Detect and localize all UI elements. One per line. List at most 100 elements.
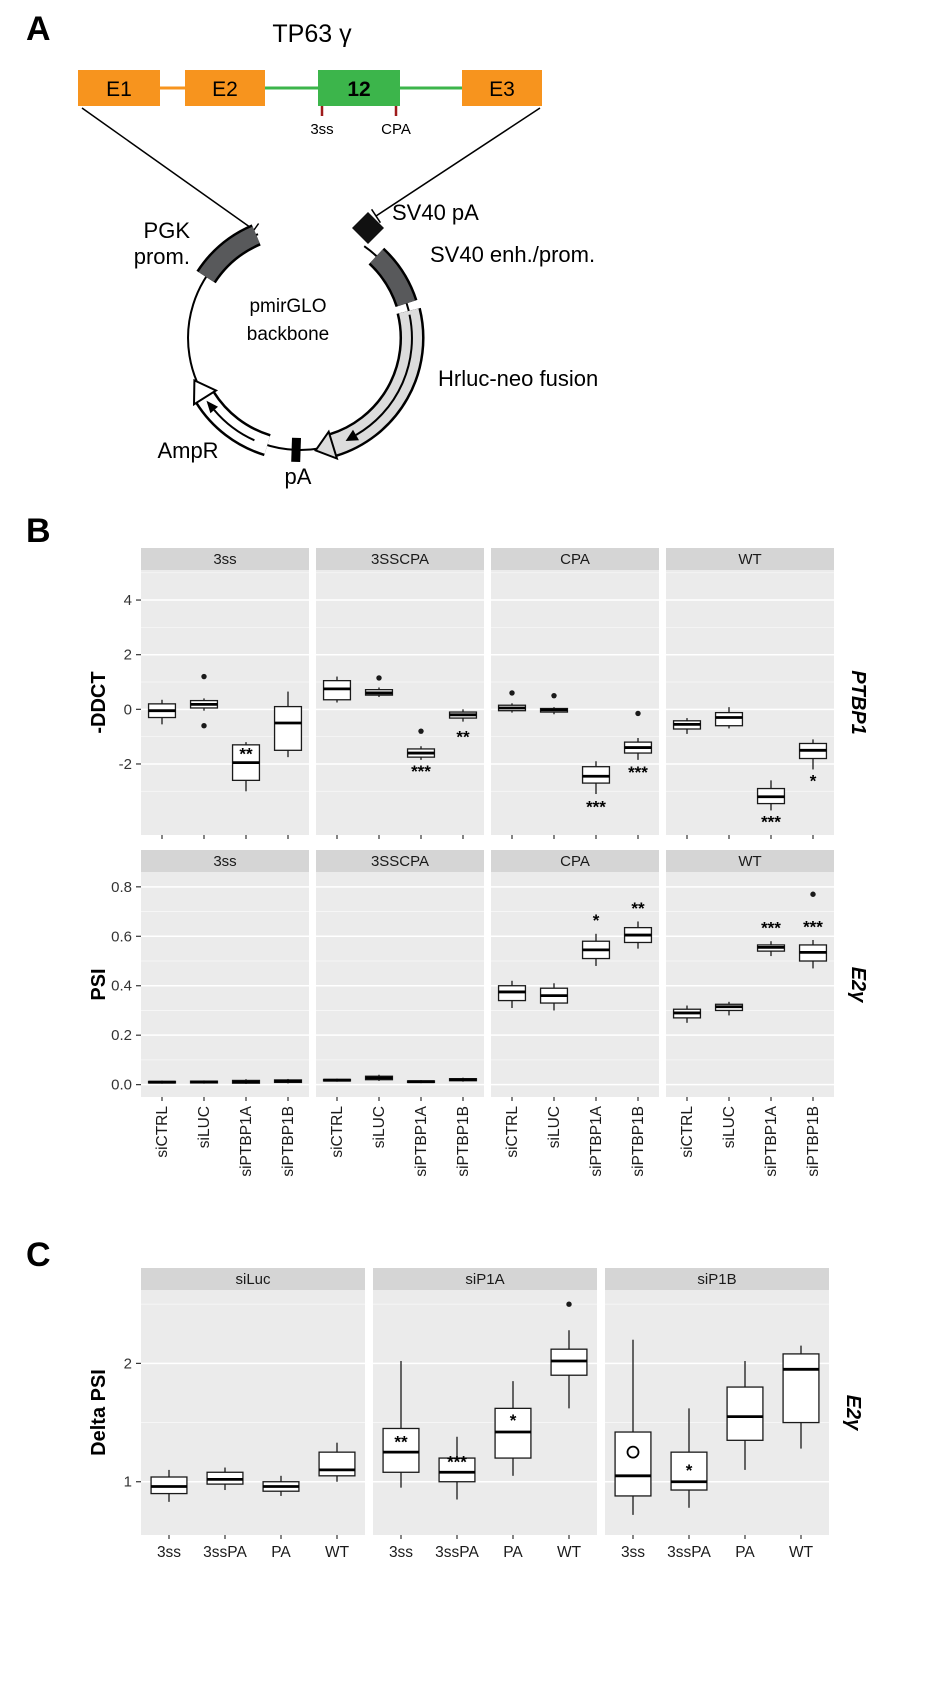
- x-tick-label: WT: [789, 1544, 814, 1561]
- x-tick-label: 3ss: [389, 1544, 413, 1561]
- box: [714, 711, 744, 727]
- deltapsi-boxplot-row: Delta PSI E2γ 1 2 siLuc 3ss 3ssPA PA WT siP1A ** 3s…: [85, 1268, 864, 1572]
- y-tick-label: 0.0: [111, 1077, 132, 1094]
- box: [438, 1457, 476, 1483]
- right-strip-label: PTBP1: [847, 670, 868, 734]
- sig-stars: ***: [628, 763, 648, 782]
- box: [318, 1451, 356, 1477]
- x-tick-label: 3ssPA: [667, 1544, 711, 1561]
- insert-tick-right: [370, 208, 382, 224]
- sv40-enh-label: SV40 enh./prom.: [430, 242, 595, 267]
- outlier-dot: [509, 690, 515, 696]
- sig-stars: **: [239, 745, 253, 764]
- facet-strip-label: 3ss: [213, 551, 236, 568]
- outlier-dot: [201, 723, 207, 729]
- facet-strip-label: WT: [738, 551, 761, 568]
- box: [614, 1431, 652, 1497]
- x-tick-label: siLUC: [196, 1106, 213, 1148]
- x-tick-label: PA: [503, 1544, 523, 1561]
- hrluc-label: Hrluc-neo fusion: [438, 366, 598, 391]
- site-3ss-label: 3ss: [310, 121, 333, 138]
- y-tick-label: 2: [124, 647, 132, 664]
- facet-strip-label: siLuc: [235, 1271, 271, 1288]
- facet-strip: [666, 548, 834, 570]
- hrluc-arrowhead: [314, 429, 339, 461]
- facet-strip: [666, 850, 834, 872]
- facet-panel-bg: [373, 1290, 597, 1535]
- x-tick-label: siPTBP1B: [630, 1106, 647, 1177]
- facet-strip: [316, 850, 484, 872]
- sig-stars: **: [456, 728, 470, 747]
- y-tick-label: 2: [124, 1355, 132, 1372]
- sig-open-circle: [626, 1445, 640, 1459]
- outlier-dot: [810, 891, 816, 897]
- panel-b-label: B: [26, 512, 51, 550]
- exon-e2-label: E2: [212, 78, 238, 101]
- facet-panel-bg: [666, 570, 834, 835]
- sv40-pa-diamond: [352, 212, 384, 244]
- facet-panel-bg: [491, 872, 659, 1097]
- exon-12-label: 12: [347, 78, 370, 101]
- y-tick-label: 1: [124, 1474, 132, 1491]
- x-tick-label: siPTBP1A: [413, 1105, 430, 1176]
- facet-strip: [141, 548, 309, 570]
- x-tick-label: siCTRL: [329, 1106, 346, 1158]
- outlier-dot: [201, 673, 207, 680]
- outlier-dot: [635, 710, 641, 717]
- x-tick-label: siPTBP1B: [805, 1106, 822, 1177]
- x-tick-label: 3ss: [621, 1544, 645, 1561]
- facet-strip: [605, 1268, 829, 1290]
- construct-title: TP63 γ: [272, 20, 352, 48]
- sig-stars: *: [810, 771, 817, 790]
- box: [382, 1427, 420, 1473]
- psi-row-svg: PSI E2γ 0.0 0.2 0.4 0.6 0.8 3ss siCTRL siLUC siPTB…: [88, 850, 869, 1177]
- hrluc-arrow-tip: [345, 429, 359, 441]
- pgk-label-line1: PGK: [144, 218, 191, 243]
- x-tick-label: PA: [735, 1544, 755, 1561]
- facet-strip-label: 3SSCPA: [371, 551, 429, 568]
- panel-c-label: C: [26, 1236, 51, 1274]
- x-tick-label: siLUC: [721, 1106, 738, 1148]
- x-tick-label: 3ssPA: [203, 1544, 247, 1561]
- ddct-row-svg: -DDCT PTBP1-20243ss**3SSCPA*****CPA******…: [88, 548, 869, 839]
- outlier-dot: [551, 692, 557, 699]
- y-axis-title: Delta PSI: [88, 1369, 110, 1456]
- right-strip-label: E2γ: [842, 1395, 863, 1432]
- pgk-label-line2: prom.: [134, 244, 190, 269]
- box: [273, 705, 303, 751]
- exon-e1: [78, 70, 160, 106]
- y-tick-label: 0.2: [111, 1027, 132, 1044]
- pa-site-tick: [291, 437, 301, 463]
- ampr-arrow-tip: [206, 400, 218, 414]
- pgk-promoter-segment: [198, 226, 260, 283]
- sig-stars: ***: [586, 797, 606, 816]
- x-tick-label: siPTBP1A: [238, 1105, 255, 1176]
- sig-stars: ***: [761, 812, 781, 831]
- facet-strip-label: siP1B: [697, 1271, 736, 1288]
- y-tick-label: -2: [119, 756, 132, 773]
- facet-strip-label: CPA: [560, 853, 590, 870]
- x-tick-label: siPTBP1A: [588, 1105, 605, 1176]
- facet-panel-bg: [316, 872, 484, 1097]
- facet-strip: [491, 548, 659, 570]
- outlier-dot: [566, 1301, 572, 1307]
- x-tick-label: siLUC: [371, 1106, 388, 1148]
- facet-panel-bg: [316, 570, 484, 835]
- box: [726, 1386, 764, 1441]
- x-tick-label: WT: [325, 1544, 350, 1561]
- facet-panel-bg: [141, 570, 309, 835]
- backbone-label-line1: pmirGLO: [249, 296, 326, 317]
- facet-panel-bg: [666, 872, 834, 1097]
- sig-stars: **: [631, 899, 645, 918]
- psi-boxplot-row: PSI E2γ 0.0 0.2 0.4 0.6 0.8 3ss siCTRL siLUC siPTB…: [85, 850, 869, 1214]
- facet-strip-label: siP1A: [465, 1271, 504, 1288]
- pa-label: pA: [285, 464, 312, 489]
- outlier-dot: [376, 675, 382, 681]
- site-cpa-label: CPA: [381, 121, 411, 138]
- facet-strip: [141, 1268, 365, 1290]
- sv40-pa-label: SV40 pA: [392, 200, 479, 225]
- box: [670, 1451, 708, 1491]
- sig-stars: *: [686, 1461, 693, 1480]
- y-tick-label: 0.6: [111, 928, 132, 945]
